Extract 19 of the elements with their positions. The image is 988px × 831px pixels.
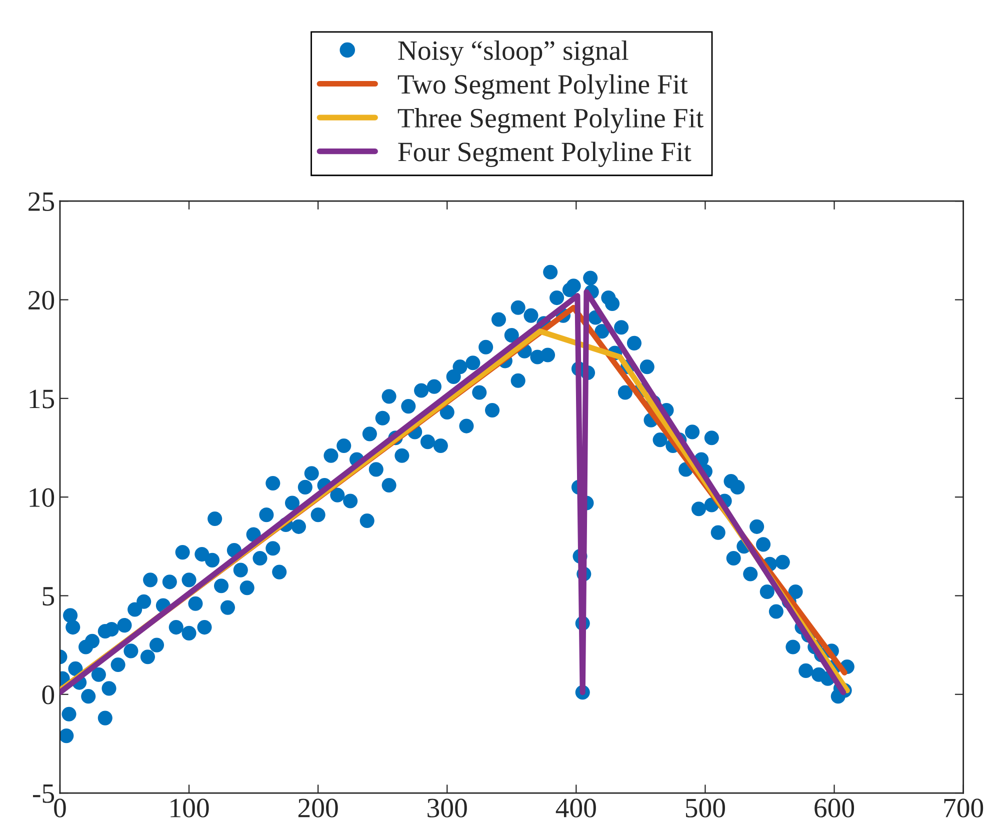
- y-tick-label: 0: [42, 686, 54, 704]
- legend-label: Three Segment Polyline Fit: [398, 108, 704, 134]
- x-tick-label: 300: [428, 798, 467, 818]
- y-tick-label: 25: [28, 192, 54, 212]
- x-tick-label: 400: [556, 798, 596, 818]
- y-tick-label: 5: [42, 587, 54, 606]
- x-tick-label: 100: [170, 798, 209, 818]
- legend-label: Noisy “sloop” signal: [398, 40, 628, 66]
- x-tick-label: 200: [298, 798, 338, 818]
- y-tick-label: 15: [30, 390, 54, 408]
- y-tick-label: -5: [33, 784, 54, 803]
- x-tick-label: 700: [944, 798, 984, 818]
- x-tick-label: 0: [54, 798, 66, 818]
- legend-label: Four Segment Polyline Fit: [398, 142, 692, 168]
- x-tick-label: 500: [686, 798, 725, 818]
- legend-label: Two Segment Polyline Fit: [398, 74, 688, 100]
- y-tick-label: 10: [30, 488, 54, 507]
- x-tick-label: 600: [814, 798, 854, 818]
- y-tick-label: 20: [28, 290, 54, 310]
